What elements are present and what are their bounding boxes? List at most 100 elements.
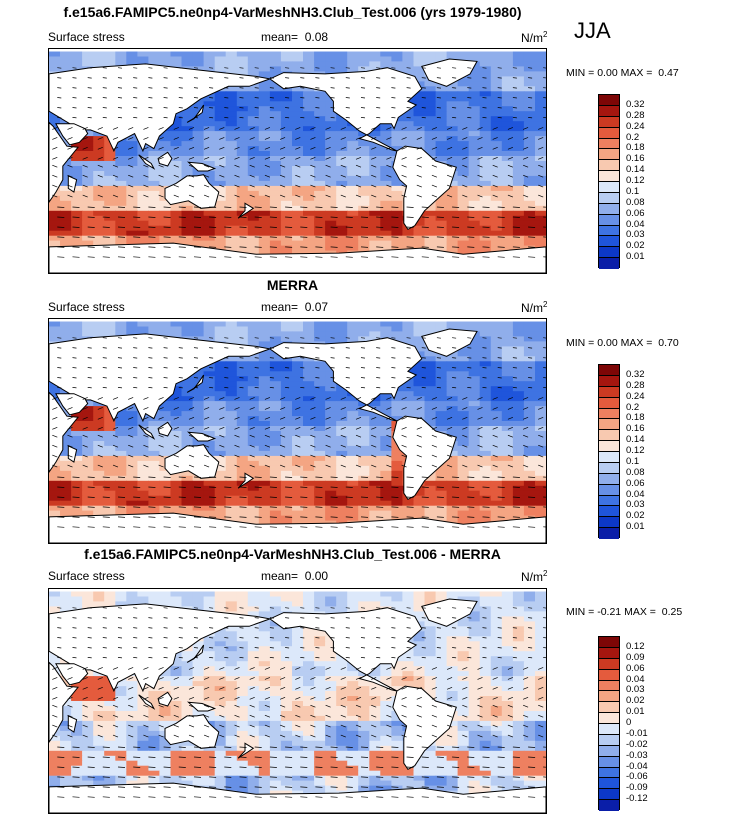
field-cell [203, 151, 216, 157]
field-cell [457, 351, 470, 357]
field-cell [292, 180, 304, 187]
vector-arrow [543, 117, 546, 119]
field-cell [479, 61, 492, 67]
field-cell [358, 336, 370, 342]
field-cell [258, 56, 271, 63]
field-cell [225, 235, 238, 242]
field-cell [115, 180, 127, 187]
field-cell [413, 51, 426, 58]
field-cell [292, 465, 304, 472]
panel-1-units: N/m2 [521, 30, 547, 45]
vector-arrow [143, 137, 149, 140]
field-cell [501, 116, 514, 122]
field-cell [292, 195, 304, 202]
vector-arrow [376, 347, 381, 349]
vector-arrow [269, 226, 277, 228]
vector-arrow [543, 246, 546, 248]
field-cell [424, 500, 437, 507]
vector-arrow [512, 377, 517, 379]
field-cell [269, 235, 282, 242]
vector-arrow [87, 367, 92, 369]
field-cell [413, 510, 426, 517]
field-cell [115, 175, 127, 182]
field-cell [236, 171, 249, 177]
vector-arrow [340, 127, 346, 130]
field-cell [358, 411, 370, 417]
field-cell [192, 376, 205, 382]
vector-arrow [239, 256, 247, 258]
field-cell [512, 66, 525, 72]
field-cell [181, 475, 194, 482]
field-cell [413, 366, 426, 372]
field-cell [347, 225, 359, 232]
vector-arrow [340, 156, 346, 160]
field-cell [115, 485, 127, 492]
field-cell [71, 460, 83, 467]
field-cell [170, 411, 183, 417]
field-cell [380, 151, 392, 157]
vector-arrow [528, 347, 533, 349]
field-cell [479, 485, 492, 492]
field-cell [225, 505, 238, 512]
field-cell [203, 326, 216, 333]
vector-arrow [330, 377, 335, 379]
field-cell [325, 215, 337, 222]
field-cell [369, 475, 381, 482]
vector-arrow [163, 377, 168, 379]
field-cell [303, 91, 315, 97]
vector-arrow [482, 77, 487, 79]
vector-arrow [345, 87, 350, 89]
vector-arrow [269, 337, 274, 339]
field-cell [535, 190, 546, 197]
field-cell [280, 245, 293, 252]
field-cell [314, 366, 326, 372]
vector-arrow [224, 67, 229, 69]
field-cell [336, 131, 348, 137]
field-cell [280, 366, 293, 372]
vector-arrow [224, 226, 232, 228]
vector-arrow [234, 137, 240, 140]
field-cell [126, 475, 138, 482]
field-cell [446, 500, 459, 507]
field-cell [490, 230, 503, 237]
field-cell [314, 391, 326, 397]
field-cell [280, 465, 293, 472]
field-cell [104, 175, 116, 182]
field-cell [60, 505, 72, 512]
vector-arrow [285, 387, 290, 389]
vector-arrow [421, 236, 429, 238]
field-cell [148, 455, 160, 462]
field-cell [347, 240, 359, 247]
min-value: 0.00 [597, 337, 618, 349]
field-cell [49, 326, 61, 333]
field-cell [490, 445, 503, 452]
field-cell [369, 66, 381, 72]
vector-arrow [72, 97, 77, 99]
field-cell [369, 426, 381, 432]
vector-arrow [57, 246, 65, 248]
field-cell [435, 215, 448, 222]
field-cell [269, 136, 282, 142]
vector-arrow [360, 357, 366, 359]
field-cell [292, 185, 304, 192]
field-cell [214, 141, 227, 147]
vector-arrow [330, 87, 335, 89]
vector-arrow [133, 77, 138, 79]
field-cell [115, 441, 127, 447]
vector-arrow [178, 226, 186, 228]
vector-arrow [436, 256, 444, 258]
field-cell [535, 131, 546, 137]
field-cell [358, 156, 370, 162]
field-cell [236, 240, 249, 247]
vector-arrow [452, 87, 457, 89]
field-cell [137, 51, 149, 58]
field-cell [236, 61, 249, 67]
vector-arrow [117, 367, 123, 369]
field-cell [446, 126, 459, 132]
vector-arrow [452, 117, 457, 119]
field-cell [325, 195, 337, 202]
field-cell [303, 220, 315, 227]
vector-arrow [254, 246, 262, 248]
field-cell [159, 235, 171, 242]
field-cell [115, 220, 127, 227]
